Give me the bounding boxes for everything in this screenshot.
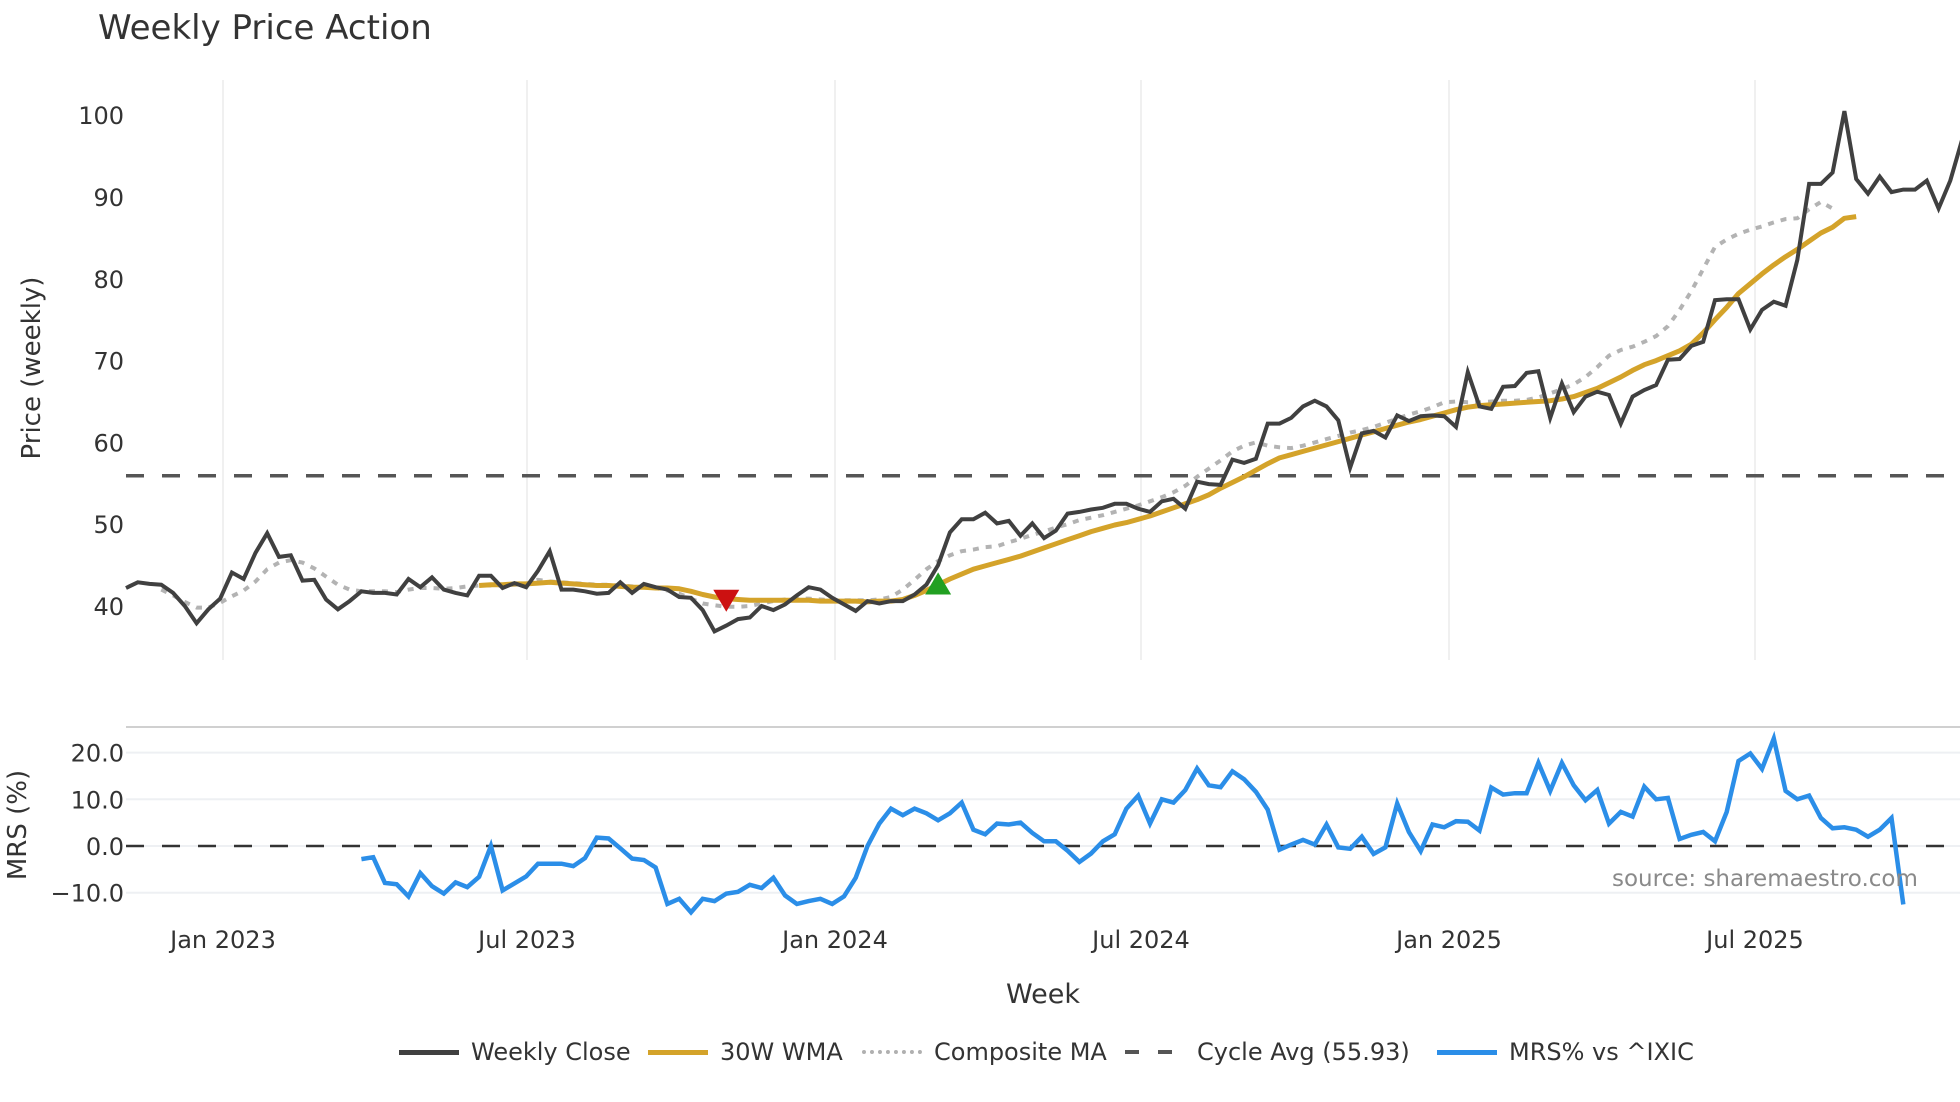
sell-signal-marker-icon — [713, 589, 740, 612]
price-y-tick: 80 — [93, 266, 124, 294]
x-axis-ticks: Jan 2023 Jul 2023 Jan 2024 Jul 2024 Jan 2025… — [168, 926, 1804, 954]
price-y-tick: 90 — [93, 184, 124, 212]
buy-signal-marker-icon — [925, 572, 952, 595]
mrs-swatch-icon — [1437, 1049, 1497, 1055]
price-y-tick: 70 — [93, 348, 124, 376]
x-axis-label: Week — [1006, 979, 1080, 1010]
x-tick: Jan 2023 — [168, 926, 276, 954]
price-y-tick: 100 — [78, 102, 124, 130]
price-gridlines — [222, 80, 1756, 660]
signal-markers — [713, 572, 952, 612]
legend-item-30w-wma[interactable]: 30W WMA — [648, 1034, 843, 1070]
mrs-line — [361, 730, 1906, 916]
chart-title: Weekly Price Action — [98, 8, 432, 48]
mrs-y-tick: −10.0 — [50, 880, 124, 908]
wma-line — [478, 214, 1857, 605]
price-series-lines — [125, 110, 1960, 635]
x-tick: Jul 2025 — [1704, 926, 1804, 954]
x-tick: Jul 2024 — [1090, 926, 1190, 954]
mrs-series-lines — [126, 730, 1945, 916]
wma-swatch-icon — [648, 1049, 708, 1055]
source-watermark: source: sharemaestro.com — [1612, 866, 1918, 892]
legend-label: 30W WMA — [720, 1038, 843, 1066]
mrs-y-tick: 20.0 — [71, 740, 124, 768]
legend-item-weekly-close[interactable]: Weekly Close — [399, 1034, 631, 1070]
legend-label: Weekly Close — [471, 1038, 631, 1066]
x-tick: Jul 2023 — [476, 926, 576, 954]
price-y-axis-label: Price (weekly) — [17, 277, 47, 460]
mrs-y-tick: 0.0 — [86, 833, 124, 861]
legend-item-composite-ma[interactable]: Composite MA — [862, 1034, 1107, 1070]
legend-label: Cycle Avg (55.93) — [1197, 1038, 1410, 1066]
price-y-tick: 40 — [93, 593, 124, 621]
legend-label: MRS% vs ^IXIC — [1509, 1038, 1694, 1066]
x-tick: Jan 2025 — [1394, 926, 1502, 954]
price-y-axis-ticks: 40 50 60 70 80 90 100 — [78, 102, 124, 621]
weekly-close-line — [125, 110, 1960, 635]
composite-ma-line — [160, 199, 1834, 610]
weekly-close-swatch-icon — [399, 1049, 459, 1055]
legend-item-cycle-avg[interactable]: Cycle Avg (55.93) — [1125, 1034, 1410, 1070]
legend: Weekly Close 30W WMA Composite MA Cycle … — [0, 1034, 1960, 1070]
legend-item-mrs[interactable]: MRS% vs ^IXIC — [1437, 1034, 1694, 1070]
mrs-y-axis-label: MRS (%) — [3, 770, 33, 880]
mrs-y-axis-ticks: −10.0 0.0 10.0 20.0 — [50, 740, 124, 908]
price-y-tick: 50 — [93, 511, 124, 539]
price-y-tick: 60 — [93, 429, 124, 457]
x-tick: Jan 2024 — [780, 926, 888, 954]
legend-label: Composite MA — [934, 1038, 1107, 1066]
composite-ma-swatch-icon — [862, 1050, 922, 1054]
cycle-avg-swatch-icon — [1125, 1050, 1185, 1054]
mrs-y-tick: 10.0 — [71, 786, 124, 814]
